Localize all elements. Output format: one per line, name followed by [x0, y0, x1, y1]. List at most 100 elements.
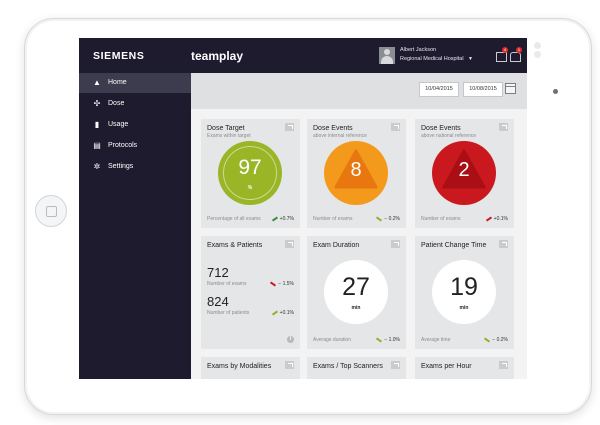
side-camera-dot — [553, 89, 558, 94]
trend-up-icon — [271, 216, 278, 222]
indicator-inner-ring — [223, 146, 277, 200]
sidebar-item-dose[interactable]: ✣ Dose — [79, 94, 191, 114]
card-exams-patients[interactable]: Exams & Patients 712 Number of exams − 1… — [201, 236, 300, 349]
sidebar-item-label: Protocols — [108, 142, 138, 149]
trend-indicator: − 0.2% — [376, 216, 400, 222]
expand-icon[interactable] — [499, 240, 508, 248]
camera-dot — [534, 42, 541, 49]
exams-trend: − 1.5% — [270, 281, 294, 287]
card-title: Exams per Hour — [421, 363, 472, 370]
user-avatar[interactable] — [379, 47, 395, 64]
card-title: Dose Target — [207, 125, 245, 132]
home-button-square-icon — [46, 206, 57, 217]
card-dose-events-internal[interactable]: Dose Events above internal reference 8 N… — [307, 119, 406, 228]
alert-bell-icon[interactable] — [510, 52, 521, 62]
sidebar-item-usage[interactable]: ▮ Usage — [79, 115, 191, 135]
card-exams-per-hour[interactable]: Exams per Hour — [415, 357, 514, 379]
expand-icon[interactable] — [391, 361, 400, 369]
gear-icon: ✲ — [93, 162, 101, 171]
patients-count: 824 — [207, 294, 229, 309]
card-footer: Average duration — [313, 337, 351, 343]
card-exams-top-scanners[interactable]: Exams / Top Scanners — [307, 357, 406, 379]
card-subtitle: above national reference — [421, 133, 477, 139]
change-time-unit: min — [459, 305, 469, 311]
sidebar-item-settings[interactable]: ✲ Settings — [79, 157, 191, 177]
duration-dial — [324, 260, 388, 324]
home-icon: ▲ — [93, 78, 101, 87]
card-subtitle: above internal reference — [313, 133, 367, 139]
messages-icon[interactable] — [496, 52, 507, 62]
sidebar-item-label: Dose — [108, 100, 125, 107]
expand-icon[interactable] — [285, 240, 294, 248]
warning-triangle-icon — [334, 149, 378, 189]
trend-indicator: − 0.2% — [484, 337, 508, 343]
expand-icon[interactable] — [499, 123, 508, 131]
warning-triangle-icon — [442, 149, 486, 189]
duration-value: 27 — [342, 273, 370, 301]
trend-up-icon — [485, 216, 492, 222]
brand-logo: SIEMENS — [93, 50, 145, 62]
calendar-icon[interactable] — [505, 83, 516, 94]
trend-indicator: +0.7% — [271, 216, 294, 222]
alerts-badge: 1 — [516, 47, 522, 53]
top-bar: SIEMENS teamplay Albert Jackson Regional… — [79, 38, 527, 73]
trend-down-icon — [270, 281, 277, 287]
hospital-selector[interactable]: Regional Medical Hospital — [400, 56, 464, 62]
trend-down-icon — [484, 337, 491, 343]
expand-icon[interactable] — [499, 361, 508, 369]
dose-target-unit: % — [247, 185, 253, 191]
card-title: Exam Duration — [313, 242, 360, 249]
sidebar-item-label: Settings — [108, 163, 134, 170]
date-filter-bar: 10/04/2015 10/08/2015 — [191, 73, 527, 109]
card-title: Dose Events — [313, 125, 353, 132]
info-icon[interactable]: i — [287, 336, 294, 343]
chevron-down-icon[interactable]: ▼ — [468, 56, 473, 62]
expand-icon[interactable] — [391, 123, 400, 131]
card-patient-change-time[interactable]: Patient Change Time 19 min Average time … — [415, 236, 514, 349]
sidebar-item-protocols[interactable]: ▤ Protocols — [79, 136, 191, 156]
exams-count-label: Number of exams — [207, 281, 247, 287]
date-to-field[interactable]: 10/08/2015 — [463, 82, 503, 97]
sidebar-item-label: Home — [108, 79, 127, 86]
card-footer: Average time — [421, 337, 451, 343]
card-exams-by-modalities[interactable]: Exams by Modalities — [201, 357, 300, 379]
dose-events-value: 2 — [458, 159, 470, 181]
card-title: Exams by Modalities — [207, 363, 272, 370]
change-time-value: 19 — [450, 273, 478, 301]
messages-badge: 4 — [502, 47, 508, 53]
card-exam-duration[interactable]: Exam Duration 27 min Average duration − … — [307, 236, 406, 349]
card-subtitle: Exams within target — [207, 133, 251, 139]
sensor-dot — [534, 51, 541, 58]
card-title: Patient Change Time — [421, 242, 487, 249]
card-title: Exams & Patients — [207, 242, 263, 249]
date-from-field[interactable]: 10/04/2015 — [419, 82, 459, 97]
card-title: Dose Events — [421, 125, 461, 132]
app-screen: SIEMENS teamplay Albert Jackson Regional… — [79, 38, 527, 379]
sidebar-item-label: Usage — [108, 121, 129, 128]
card-footer: Percentage of all exams — [207, 216, 261, 222]
card-footer: Number of exams — [313, 216, 353, 222]
card-footer: Number of exams — [421, 216, 461, 222]
bar-chart-icon: ▮ — [94, 120, 100, 129]
card-dose-target[interactable]: Dose Target Exams within target 97 % Per… — [201, 119, 300, 228]
expand-icon[interactable] — [285, 361, 294, 369]
dose-events-value: 8 — [350, 159, 362, 181]
duration-unit: min — [351, 305, 361, 311]
trend-indicator: − 1.0% — [376, 337, 400, 343]
sidebar: ▲ Home ✣ Dose ▮ Usage ▤ Protocols ✲ Sett… — [79, 73, 191, 379]
sidebar-item-home[interactable]: ▲ Home — [79, 73, 191, 93]
card-dose-events-national[interactable]: Dose Events above national reference 2 N… — [415, 119, 514, 228]
expand-icon[interactable] — [391, 240, 400, 248]
card-title: Exams / Top Scanners — [313, 363, 383, 370]
patients-count-label: Number of patients — [207, 310, 250, 316]
app-name: teamplay — [191, 49, 244, 63]
trend-down-icon — [376, 337, 383, 343]
trend-down-icon — [376, 216, 383, 222]
radiation-icon: ✣ — [93, 99, 101, 108]
trend-indicator: +0.1% — [485, 216, 508, 222]
dose-target-value: 97 — [238, 156, 262, 179]
expand-icon[interactable] — [285, 123, 294, 131]
change-time-dial — [432, 260, 496, 324]
exams-count: 712 — [207, 265, 229, 280]
tablet-home-button[interactable] — [35, 195, 67, 227]
